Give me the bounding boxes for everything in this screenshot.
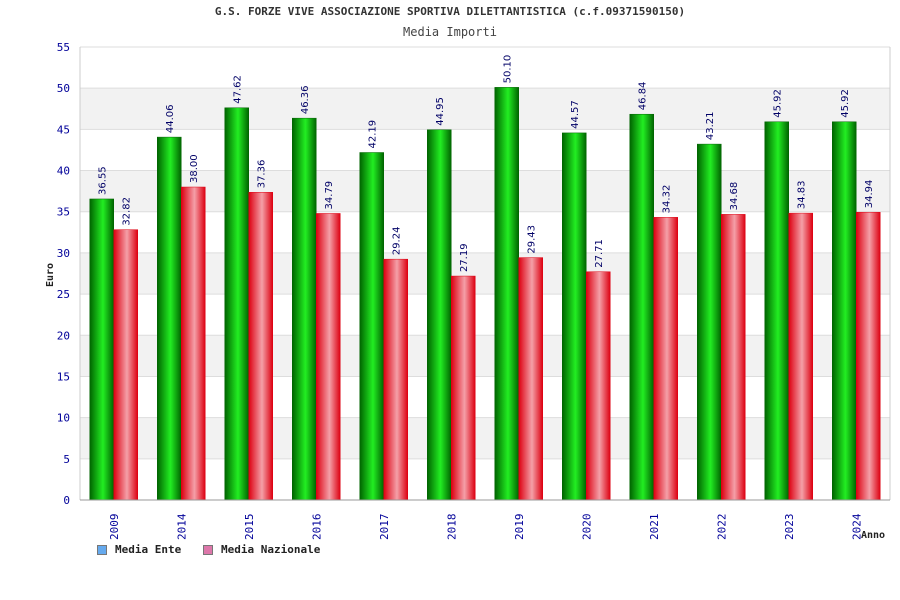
- x-tick-label-2016: 2016: [310, 514, 323, 541]
- y-axis-label: Euro: [45, 263, 56, 287]
- value-label-nazionale-2014: 38.00: [189, 154, 200, 183]
- value-label-ente-2016: 46.36: [300, 86, 311, 115]
- bars: [89, 87, 881, 501]
- legend-label-ente: Media Ente: [115, 543, 182, 556]
- y-tick-label: 30: [57, 247, 70, 260]
- plot-band: [80, 417, 890, 459]
- bar-nazionale-2020: [586, 271, 611, 501]
- legend-label-nazionale: Media Nazionale: [221, 543, 321, 556]
- x-tick-label-2009: 2009: [108, 514, 121, 541]
- x-tick-label-2018: 2018: [445, 514, 458, 541]
- x-tick-label-2021: 2021: [648, 514, 661, 541]
- x-tick-label-2015: 2015: [243, 514, 256, 541]
- x-tick-label-2017: 2017: [378, 514, 391, 541]
- x-tick-labels: 2009 2014 2015 2016 2017 2018 2019 2020 2021 2022…: [108, 513, 864, 540]
- bar-ente-2015: [224, 107, 249, 501]
- value-labels: 36.55 32.82 44.06 38.00 47.62 37.36 46.36 34.79…: [98, 55, 876, 272]
- bar-ente-2009: [89, 198, 114, 501]
- value-label-ente-2014: 44.06: [165, 104, 176, 133]
- value-label-nazionale-2024: 34.94: [864, 180, 875, 209]
- bar-ente-2017: [359, 152, 384, 501]
- value-label-ente-2023: 45.92: [773, 89, 784, 118]
- x-tick-label-2022: 2022: [715, 514, 728, 541]
- value-label-nazionale-2019: 29.43: [527, 225, 538, 254]
- plot-band: [80, 335, 890, 377]
- value-label-ente-2022: 43.21: [705, 111, 716, 140]
- legend-swatch-ente: [97, 544, 107, 555]
- bar-nazionale-2023: [788, 212, 813, 501]
- bar-nazionale-2024: [856, 211, 881, 501]
- y-tick-label: 5: [63, 453, 70, 466]
- value-label-ente-2009: 36.55: [98, 166, 109, 195]
- x-tick-label-2024: 2024: [850, 513, 863, 540]
- plot-background: [80, 47, 890, 500]
- y-tick-label: 35: [57, 206, 70, 219]
- value-label-ente-2020: 44.57: [570, 100, 581, 129]
- plot-band: [80, 170, 890, 212]
- bar-ente-2014: [157, 136, 182, 501]
- bar-ente-2016: [292, 117, 317, 501]
- x-tick-label-2023: 2023: [783, 514, 796, 541]
- y-tick-label: 40: [57, 165, 70, 178]
- value-label-ente-2019: 50.10: [503, 55, 514, 84]
- value-label-nazionale-2017: 29.24: [392, 227, 403, 256]
- value-label-nazionale-2020: 27.71: [594, 239, 605, 268]
- value-label-nazionale-2021: 34.32: [662, 185, 673, 214]
- value-label-ente-2021: 46.84: [638, 82, 649, 111]
- plot-band: [80, 252, 890, 295]
- value-label-ente-2017: 42.19: [368, 120, 379, 149]
- bar-nazionale-2017: [383, 258, 408, 501]
- bar-ente-2021: [629, 113, 654, 501]
- legend-item-media-ente: Media Ente: [97, 543, 181, 556]
- value-label-ente-2024: 45.92: [840, 89, 851, 118]
- bar-nazionale-2018: [451, 275, 476, 501]
- y-tick-label: 15: [57, 370, 70, 383]
- bar-nazionale-2022: [721, 214, 746, 501]
- bar-nazionale-2016: [316, 213, 341, 501]
- bar-ente-2020: [562, 132, 587, 501]
- bar-ente-2022: [697, 143, 722, 501]
- bar-nazionale-2019: [518, 257, 543, 501]
- axes: [79, 47, 891, 501]
- legend-swatch-nazionale: [203, 544, 213, 555]
- y-tick-label: 45: [57, 123, 70, 136]
- y-tick-label: 25: [57, 288, 70, 301]
- x-tick-label-2014: 2014: [175, 513, 188, 540]
- bar-ente-2024: [832, 121, 857, 501]
- bar-nazionale-2021: [653, 217, 678, 501]
- bar-ente-2023: [764, 121, 789, 501]
- y-tick-label: 55: [57, 41, 70, 54]
- value-label-nazionale-2015: 37.36: [257, 160, 268, 189]
- value-label-nazionale-2023: 34.83: [797, 180, 808, 209]
- value-label-nazionale-2016: 34.79: [324, 181, 335, 210]
- y-tick-label: 20: [57, 329, 70, 342]
- bar-nazionale-2015: [248, 192, 273, 501]
- bar-nazionale-2014: [181, 186, 206, 501]
- value-label-ente-2018: 44.95: [435, 97, 446, 126]
- y-tick-labels: 0 5 10 15 20 25 30 35 40 45 50 55: [57, 41, 70, 507]
- plot-band: [80, 88, 890, 130]
- y-tick-label: 10: [57, 412, 70, 425]
- value-label-nazionale-2009: 32.82: [122, 197, 133, 226]
- y-tick-label: 50: [57, 82, 70, 95]
- x-tick-label-2020: 2020: [580, 514, 593, 541]
- chart-title: G.S. FORZE VIVE ASSOCIAZIONE SPORTIVA DI…: [214, 5, 686, 18]
- legend-item-media-nazionale: Media Nazionale: [203, 543, 320, 556]
- value-label-ente-2015: 47.62: [233, 75, 244, 104]
- bar-ente-2018: [427, 129, 452, 501]
- value-label-nazionale-2022: 34.68: [729, 182, 740, 211]
- bar-ente-2019: [494, 87, 519, 501]
- y-tick-label: 0: [63, 494, 70, 507]
- chart-subtitle: Media Importi: [403, 25, 497, 39]
- x-tick-label-2019: 2019: [513, 514, 526, 541]
- x-axis-label: Anno: [861, 530, 885, 541]
- value-label-nazionale-2018: 27.19: [459, 243, 470, 272]
- bar-nazionale-2009: [113, 229, 138, 501]
